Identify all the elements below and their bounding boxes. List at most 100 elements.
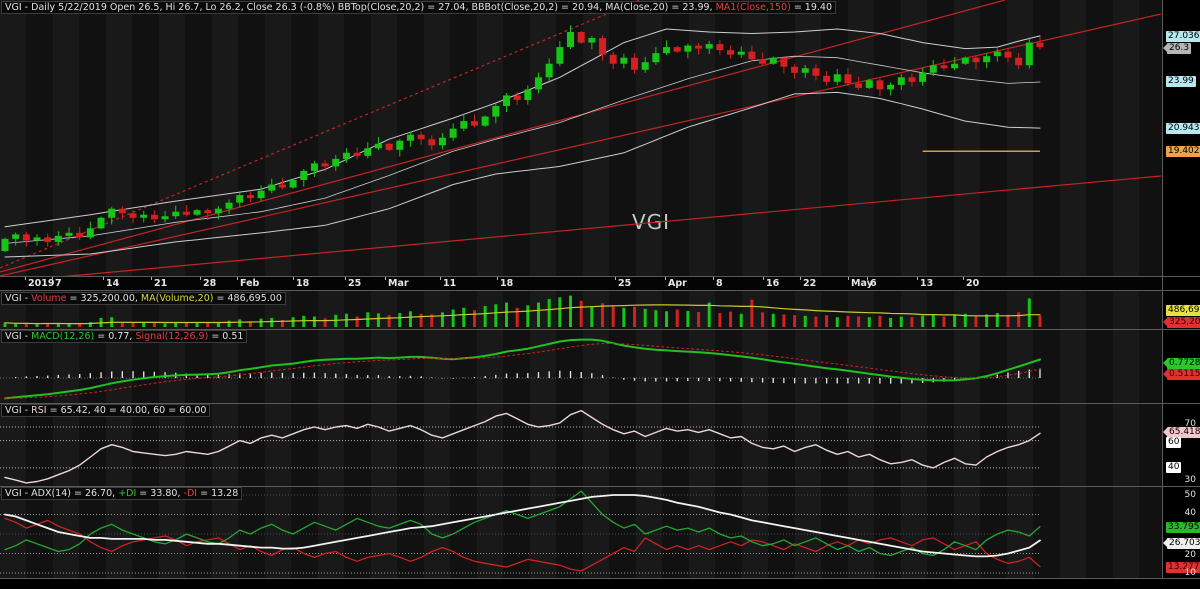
- macd-header-part: = 0.77,: [94, 331, 136, 342]
- time-axis-label: 25: [618, 278, 632, 289]
- tag-arrow: [1163, 539, 1167, 547]
- rsi-panel-header: VGI - RSI = 65.42, 40 = 40.00, 60 = 60.0…: [1, 404, 211, 417]
- adx-value-tag: 13.2773: [1166, 561, 1200, 573]
- time-axis-tick: [763, 277, 764, 280]
- price-panel[interactable]: [0, 0, 1162, 276]
- time-axis-label: 8: [716, 278, 723, 289]
- time-axis-tick: [497, 277, 498, 280]
- time-axis-label: 18: [296, 278, 310, 289]
- volume-header-part: Volume: [31, 293, 67, 304]
- adx-header-part: = 33.80,: [136, 488, 184, 499]
- price-value-tag: 19.402: [1166, 145, 1200, 157]
- time-axis-label: 2019: [28, 278, 55, 289]
- axis-border: [1162, 0, 1163, 578]
- main-header-part: VGI - Daily 5/22/2019 Open 26.5, Hi 26.7…: [5, 2, 716, 13]
- rsi-value-tag: 40: [1166, 461, 1182, 473]
- volume-value-tag: 486,695: [1166, 304, 1200, 316]
- time-axis-label: 22: [803, 278, 817, 289]
- tag-arrow: [1163, 318, 1167, 326]
- time-axis-label: 20: [966, 278, 980, 289]
- adx-value-tag: 50: [1184, 489, 1196, 500]
- time-axis-tick: [237, 277, 238, 280]
- volume-header-part: = 325,200.00,: [66, 293, 141, 304]
- time-axis-tick: [52, 277, 53, 280]
- panel-divider: [0, 290, 1200, 291]
- time-axis-label: 13: [920, 278, 934, 289]
- time-axis-tick: [800, 277, 801, 280]
- panel-divider[interactable]: [0, 403, 1200, 404]
- panel-divider: [0, 578, 1200, 579]
- time-axis-label: Feb: [240, 278, 260, 289]
- time-axis-tick: [345, 277, 346, 280]
- panel-divider[interactable]: [0, 329, 1200, 330]
- rsi-header-part: RSI: [31, 405, 47, 416]
- time-axis-label: 6: [870, 278, 877, 289]
- volume-header-part: = 486,695.00: [213, 293, 282, 304]
- adx-value-tag: 33.7955: [1166, 521, 1200, 533]
- time-axis-tick: [25, 277, 26, 280]
- rsi-value-tag: 30: [1184, 474, 1196, 485]
- time-axis-label: 7: [55, 278, 62, 289]
- time-axis-label: May: [851, 278, 873, 289]
- time-axis-tick: [615, 277, 616, 280]
- panel-divider: [0, 276, 1200, 277]
- time-axis-tick: [293, 277, 294, 280]
- time-axis-tick: [713, 277, 714, 280]
- tag-arrow: [1163, 359, 1167, 367]
- time-axis-tick: [917, 277, 918, 280]
- panel-divider[interactable]: [0, 486, 1200, 487]
- rsi-value-tag: 60: [1166, 436, 1182, 448]
- time-axis-label: 14: [106, 278, 120, 289]
- time-axis-label: 16: [766, 278, 780, 289]
- bottom-scrollbar-area: [0, 579, 1200, 589]
- time-axis-tick: [440, 277, 441, 280]
- time-axis-label: 11: [443, 278, 457, 289]
- macd-value-tag: 0.511553: [1163, 368, 1200, 380]
- time-axis-label: 25: [348, 278, 362, 289]
- symbol-watermark: VGI: [632, 210, 671, 234]
- price-value-tag: 20.9438: [1166, 122, 1200, 134]
- main-header-part: = 19.40: [790, 2, 832, 13]
- main-panel-header: VGI - Daily 5/22/2019 Open 26.5, Hi 26.7…: [1, 1, 836, 14]
- price-value-tag: 23.99: [1166, 75, 1196, 87]
- adx-header-part: = 13.28: [197, 488, 239, 499]
- adx-value-tag: 40: [1184, 507, 1196, 518]
- tag-arrow: [1163, 428, 1167, 436]
- time-axis-label: Mar: [388, 278, 409, 289]
- macd-header-part: VGI -: [5, 331, 32, 342]
- rsi-header-part: VGI -: [5, 405, 32, 416]
- adx-header-part: VGI - ADX(14) = 26.70,: [5, 488, 119, 499]
- price-value-tag: 26.3: [1163, 42, 1192, 54]
- tag-arrow: [1163, 44, 1167, 52]
- time-axis-tick: [848, 277, 849, 280]
- adx-value-tag: 10: [1184, 567, 1196, 578]
- time-axis-tick: [963, 277, 964, 280]
- macd-header-part: MACD(12,26): [31, 331, 95, 342]
- time-axis-tick: [867, 277, 868, 280]
- time-axis-label: Apr: [668, 278, 687, 289]
- adx-header-part: +DI: [118, 488, 137, 499]
- time-axis-tick: [385, 277, 386, 280]
- main-header-part: MA1(Close,150): [715, 2, 791, 13]
- macd-panel-header: VGI - MACD(12,26) = 0.77, Signal(12,26,9…: [1, 330, 248, 343]
- time-axis-tick: [665, 277, 666, 280]
- macd-header-part: Signal(12,26,9): [135, 331, 209, 342]
- time-axis-tick: [151, 277, 152, 280]
- adx-header-part: -DI: [183, 488, 198, 499]
- price-axis[interactable]: [1163, 0, 1200, 578]
- volume-header-part: MA(Volume,20): [140, 293, 214, 304]
- time-axis-tick: [200, 277, 201, 280]
- tag-arrow: [1163, 370, 1167, 378]
- time-axis-label: 28: [203, 278, 217, 289]
- adx-panel-header: VGI - ADX(14) = 26.70, +DI = 33.80, -DI …: [1, 487, 243, 500]
- time-axis[interactable]: 2019 7 14 21 28 Feb 18 25 Mar 11 18 25 Apr 8 16 22 May 6 1…: [0, 277, 1162, 290]
- macd-value-tag: 0.772856: [1163, 357, 1200, 369]
- volume-header-part: VGI -: [5, 293, 32, 304]
- rsi-header-part: = 65.42, 40 = 40.00, 60 = 60.00: [46, 405, 207, 416]
- volume-value-tag: 325,200: [1163, 316, 1200, 328]
- time-axis-label: 18: [500, 278, 514, 289]
